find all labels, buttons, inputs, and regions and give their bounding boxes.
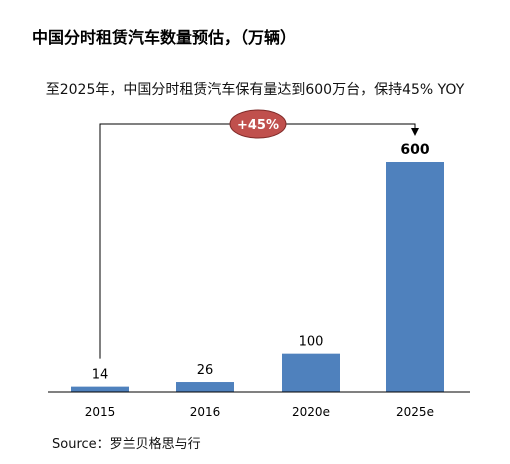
bar-2016 [176, 382, 234, 392]
bar-2020e [282, 353, 340, 392]
x-tick-2015: 2015 [85, 405, 116, 419]
source-note: Source：罗兰贝格思与行 [52, 437, 201, 452]
chart-subtitle: 至2025年，中国分时租赁汽车保有量达到600万台，保持45% YOY [45, 82, 465, 98]
bar-2015 [71, 386, 129, 392]
x-tick-2020e: 2020e [292, 405, 330, 419]
data-label-2016: 26 [197, 363, 214, 378]
data-label-2015: 14 [92, 368, 109, 383]
x-tick-2016: 2016 [190, 405, 221, 419]
x-tick-2025e: 2025e [396, 405, 434, 419]
growth-bracket-line [99, 123, 419, 359]
data-label-2025e: 600 [400, 142, 429, 158]
bar-2025e [386, 162, 444, 392]
chart-title: 中国分时租赁汽车数量预估，（万辆） [32, 28, 297, 47]
growth-badge-label: +45% [237, 118, 279, 133]
data-label-2020e: 100 [299, 335, 324, 350]
growth-badge [229, 109, 287, 139]
